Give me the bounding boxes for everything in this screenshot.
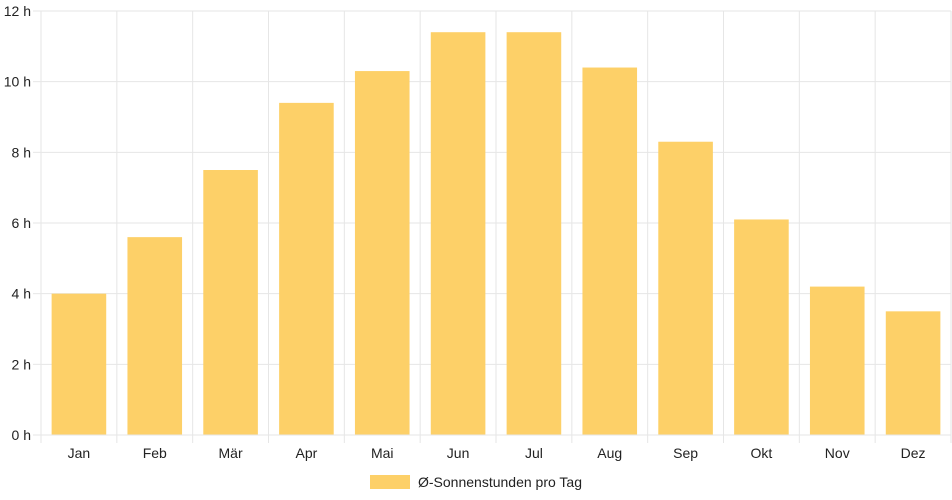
x-tick-label: Dez (901, 445, 926, 461)
legend-swatch (370, 475, 410, 489)
x-tick-label: Okt (751, 445, 773, 461)
chart-legend[interactable]: Ø-Sonnenstunden pro Tag (0, 470, 952, 494)
y-tick-label: 10 h (4, 74, 31, 90)
x-tick-label: Mai (371, 445, 394, 461)
y-tick-label: 8 h (12, 144, 31, 160)
x-tick-label: Apr (296, 445, 318, 461)
x-tick-label: Jan (68, 445, 91, 461)
bar-nov (809, 286, 865, 435)
bar-mär (203, 170, 258, 435)
y-tick-label: 2 h (12, 356, 31, 372)
bar-okt (734, 219, 789, 435)
bar-chart: 0 h 2 h 4 h 6 h 8 h 10 h 12 h Jan Feb Mär Apr Mai Ju… (4, 3, 952, 461)
x-tick-label: Aug (597, 445, 622, 461)
x-tick-label: Feb (143, 445, 167, 461)
bar-sep (658, 141, 713, 435)
bar-feb (127, 237, 183, 435)
bar-jul (506, 32, 562, 435)
bar-dez (885, 311, 941, 435)
x-tick-label: Mär (219, 445, 243, 461)
bar-jun (430, 32, 486, 435)
y-tick-label: 0 h (12, 427, 31, 443)
legend-label: Ø-Sonnenstunden pro Tag (418, 474, 582, 490)
x-tick-label: Jun (447, 445, 470, 461)
x-tick-label: Jul (525, 445, 543, 461)
x-tick-label: Nov (825, 445, 850, 461)
bar-aug (582, 67, 638, 436)
y-tick-label: 6 h (12, 215, 31, 231)
bar-mai (354, 71, 410, 436)
y-tick-label: 12 h (4, 3, 31, 19)
bar-jan (51, 293, 107, 435)
x-tick-label: Sep (673, 445, 698, 461)
y-tick-label: 4 h (12, 286, 31, 302)
bar-apr (279, 102, 334, 435)
